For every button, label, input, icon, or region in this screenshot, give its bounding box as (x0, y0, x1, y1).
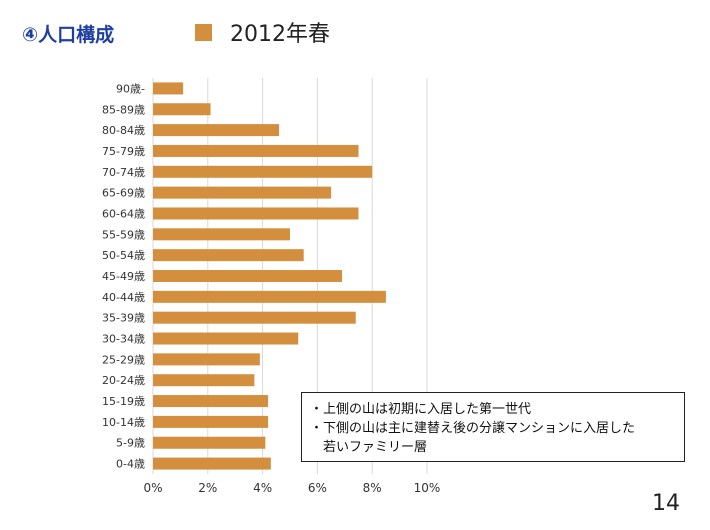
bar (153, 103, 211, 116)
bar (153, 395, 269, 408)
annotation-line: 若いファミリー層 (310, 440, 428, 455)
category-label: 60-64歳 (102, 207, 145, 220)
category-label: 0-4歳 (116, 458, 145, 471)
category-label: 45-49歳 (102, 270, 145, 283)
annotation-box: ・上側の山は初期に入居した第一世代 ・下側の山は主に建替え後の分譲マンションに入… (301, 392, 685, 462)
category-label: 55-59歳 (102, 228, 145, 241)
category-label: 30-34歳 (102, 333, 145, 346)
bar (153, 374, 255, 387)
annotation-line: ・上側の山は初期に入居した第一世代 (310, 402, 532, 417)
legend-label: 2012年春 (230, 22, 330, 47)
x-tick-label: 2% (198, 481, 217, 495)
bar (153, 270, 343, 282)
category-label: 10-14歳 (102, 416, 145, 429)
bar (153, 436, 266, 449)
category-label: 20-24歳 (102, 374, 145, 387)
category-label: 35-39歳 (102, 312, 145, 325)
annotation-line: ・下側の山は主に建替え後の分譲マンションに入居した (310, 421, 636, 436)
category-label: 65-69歳 (102, 187, 145, 200)
page-number: 14 (652, 491, 680, 516)
legend-swatch (195, 23, 212, 41)
bar (153, 186, 332, 199)
bar (153, 207, 359, 220)
category-label: 80-84歳 (102, 124, 145, 137)
category-label: 50-54歳 (102, 249, 145, 262)
page-title: ④人口構成 (22, 24, 115, 46)
bar (153, 249, 304, 262)
bar (153, 457, 271, 470)
category-label: 5-9歳 (116, 437, 145, 450)
bar (153, 82, 184, 95)
bar (153, 415, 269, 428)
bar (153, 353, 260, 366)
bar (153, 165, 373, 178)
category-label: 40-44歳 (102, 291, 145, 304)
category-label: 75-79歳 (102, 145, 145, 158)
x-tick-label: 4% (253, 481, 272, 495)
chart-legend: 2012年春 (195, 16, 330, 48)
bar (153, 228, 290, 241)
category-label: 25-29歳 (102, 353, 145, 366)
x-tick-label: 8% (363, 481, 382, 495)
bar (153, 311, 356, 324)
x-tick-label: 10% (414, 481, 441, 495)
bar (153, 124, 280, 137)
category-label: 15-19歳 (102, 395, 145, 408)
category-label: 90歳- (116, 82, 145, 95)
x-tick-label: 0% (143, 481, 162, 495)
x-tick-label: 6% (308, 481, 327, 495)
bar (153, 144, 359, 157)
bar (153, 332, 299, 345)
category-label: 70-74歳 (102, 166, 145, 179)
category-label: 85-89歳 (102, 103, 145, 116)
bar (153, 290, 386, 303)
